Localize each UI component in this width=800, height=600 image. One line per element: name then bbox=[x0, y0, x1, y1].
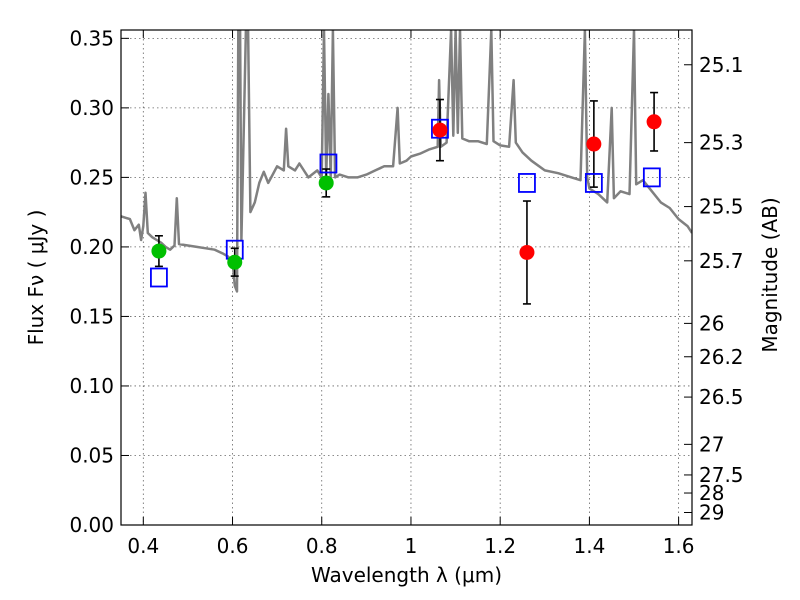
y-tick-label: 0.20 bbox=[69, 235, 114, 259]
model-spectrum-line bbox=[121, 30, 692, 293]
observed-point bbox=[519, 244, 535, 260]
model-photometry-square bbox=[319, 153, 338, 174]
axes: 0.4 0.6 0.8 1 1.2 1.4 1.6 0.00 0.05 0.10 0.15 0.20 0… bbox=[69, 26, 743, 558]
x-tick-label: 1.2 bbox=[484, 534, 516, 558]
plot-area bbox=[121, 30, 692, 305]
x-tick-label: 1.4 bbox=[573, 534, 605, 558]
y-tick-label: 0.10 bbox=[69, 374, 114, 398]
y-tick-label: 0.05 bbox=[69, 443, 114, 467]
y2-tick-label: 25.7 bbox=[699, 249, 744, 273]
y2-tick-label: 26 bbox=[699, 311, 724, 335]
plot-frame bbox=[120, 29, 693, 526]
observed-point bbox=[646, 114, 662, 130]
observed-point bbox=[318, 175, 334, 191]
x-tick-label: 1 bbox=[405, 534, 418, 558]
observed-point bbox=[151, 243, 167, 259]
y2-tick-label: 28 bbox=[699, 481, 724, 505]
y2-tick-label: 26.2 bbox=[699, 345, 744, 369]
y-tick-label: 0.25 bbox=[69, 165, 114, 189]
model-photometry-square bbox=[584, 173, 603, 193]
y-tick-label: 0.15 bbox=[69, 304, 114, 328]
model-photometry-square bbox=[150, 267, 168, 288]
y2-tick-label: 25.1 bbox=[699, 53, 744, 77]
y2-tick-label: 27 bbox=[699, 432, 724, 456]
x-axis-label: Wavelength λ (μm) bbox=[311, 563, 502, 587]
y2-tick-label: 25.5 bbox=[699, 195, 744, 219]
observed-point bbox=[586, 136, 602, 152]
y-tick-label: 0.35 bbox=[69, 26, 114, 50]
model-photometry-square bbox=[431, 118, 449, 139]
model-photometry-square bbox=[518, 173, 536, 193]
observed-point bbox=[227, 254, 243, 270]
x-tick-label: 0.6 bbox=[217, 534, 249, 558]
y2-tick-label: 29 bbox=[699, 500, 724, 524]
x-tick-label: 1.6 bbox=[663, 534, 695, 558]
model-photometry-square bbox=[642, 167, 661, 188]
grid bbox=[121, 30, 692, 526]
y2-axis-label: Magnitude (AB) bbox=[758, 197, 782, 352]
observed-point bbox=[432, 122, 448, 138]
y2-tick-label: 27.5 bbox=[699, 463, 744, 487]
x-tick-label: 0.8 bbox=[306, 534, 338, 558]
y2-tick-label: 25.3 bbox=[699, 131, 744, 155]
y-axis-label: Flux Fν ( μJy ) bbox=[24, 210, 48, 346]
y-tick-label: 0.00 bbox=[69, 513, 114, 537]
y2-tick-label: 26.5 bbox=[699, 385, 744, 409]
y-tick-label: 0.30 bbox=[69, 96, 114, 120]
x-tick-label: 0.4 bbox=[127, 534, 159, 558]
